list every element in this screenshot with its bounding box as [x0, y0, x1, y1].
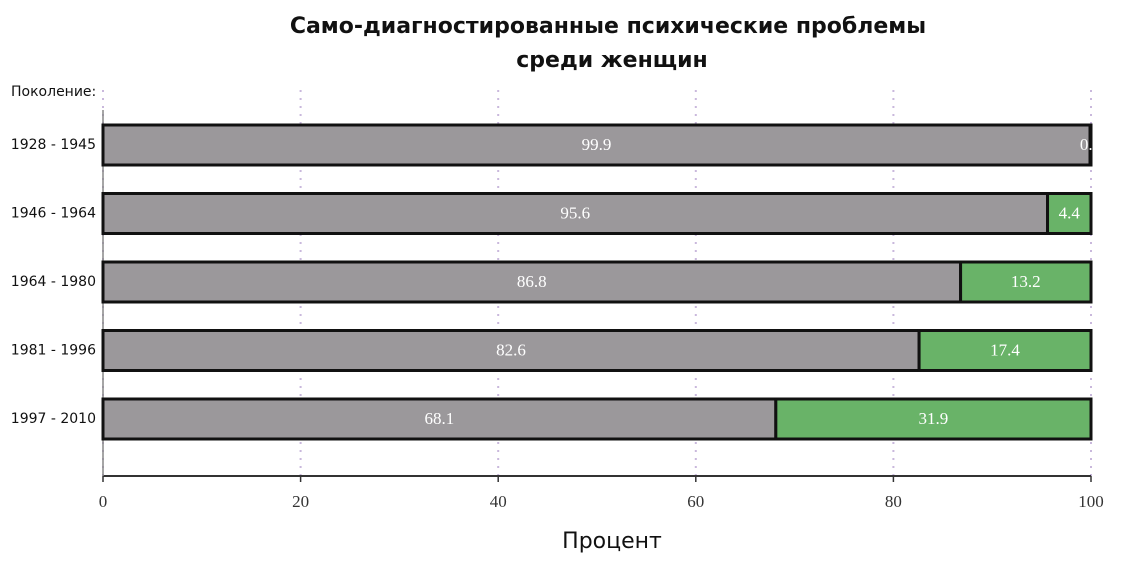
- y-tick-label: 1981 - 1996: [11, 343, 96, 359]
- data-label: 31.9: [919, 409, 949, 428]
- data-label: 0.1: [1080, 135, 1101, 154]
- y-axis-label: Поколение:: [11, 84, 96, 100]
- data-label: 68.1: [425, 409, 455, 428]
- y-tick-label: 1997 - 2010: [11, 411, 96, 427]
- data-label: 17.4: [990, 340, 1020, 359]
- x-tick-label: 100: [1078, 492, 1104, 511]
- x-tick-label: 20: [292, 492, 309, 511]
- bar-segment: [774, 397, 1093, 441]
- data-label: 82.6: [496, 340, 526, 359]
- y-tick-label: 1946 - 1964: [11, 206, 96, 222]
- data-label: 95.6: [560, 203, 590, 222]
- chart-title: Само-диагностированные психические пробл…: [290, 14, 926, 39]
- data-label: 13.2: [1011, 272, 1041, 291]
- y-tick-label: 1964 - 1980: [11, 274, 96, 290]
- bar-segment: [101, 192, 1050, 235]
- x-tick-label: 40: [490, 492, 507, 511]
- chart-title: среди женщин: [516, 48, 708, 73]
- x-tick-label: 60: [687, 492, 704, 511]
- y-tick-label: 1928 - 1945: [11, 137, 96, 153]
- x-axis-label: Процент: [562, 529, 662, 554]
- x-tick-label: 80: [885, 492, 902, 511]
- x-tick-label: 0: [99, 492, 108, 511]
- bar-segment: [1088, 123, 1093, 167]
- bar-segment: [1046, 192, 1093, 235]
- data-label: 86.8: [517, 272, 547, 291]
- bar-segment: [959, 260, 1093, 304]
- data-label: 4.4: [1059, 203, 1081, 222]
- bar-segment: [917, 329, 1093, 372]
- data-label: 99.9: [582, 135, 612, 154]
- bar-segment: [101, 260, 963, 304]
